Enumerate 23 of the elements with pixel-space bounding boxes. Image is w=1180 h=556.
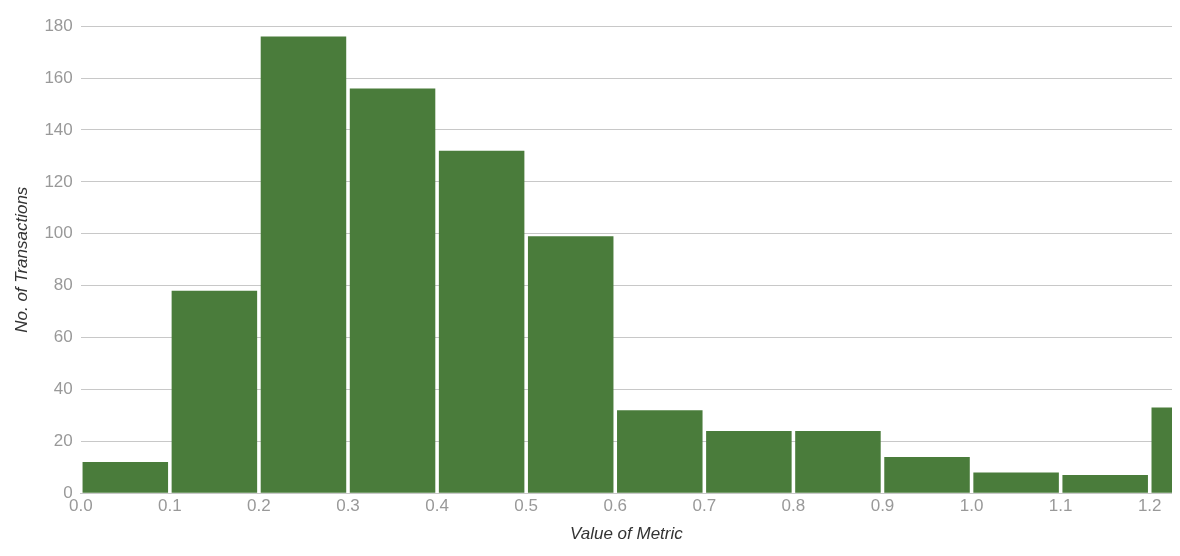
x-tick-label: 0.4 (425, 496, 449, 516)
x-tick-label: 0.3 (336, 496, 360, 516)
y-tick-label: 60 (53, 327, 73, 347)
y-tick-label: 40 (53, 379, 73, 399)
x-axis-title: Value of Metric (570, 523, 684, 543)
x-tick-label: 0.9 (870, 496, 895, 516)
x-tick-label: 0.6 (603, 496, 628, 516)
y-tick-label: 160 (44, 67, 73, 87)
x-tick-label: 1.1 (1048, 496, 1073, 516)
y-tick-label: 120 (44, 171, 73, 191)
x-tick-label: 0.2 (247, 496, 271, 516)
y-axis-title: No. of Transactions (11, 186, 31, 333)
y-tick-label: 140 (44, 119, 73, 139)
y-tick-label: 100 (44, 223, 73, 243)
y-tick-label: 180 (44, 15, 73, 35)
x-tick-label: 0.7 (692, 496, 717, 516)
x-tick-label: 1.2 (1137, 496, 1162, 516)
y-tick-label: 20 (53, 431, 73, 450)
x-tick-label: 0.5 (514, 496, 538, 516)
x-tick-label: 0.1 (158, 496, 182, 516)
x-tick-label: 1.0 (959, 496, 984, 516)
y-tick-label: 80 (53, 275, 73, 295)
x-tick-label: 0.8 (781, 496, 806, 516)
